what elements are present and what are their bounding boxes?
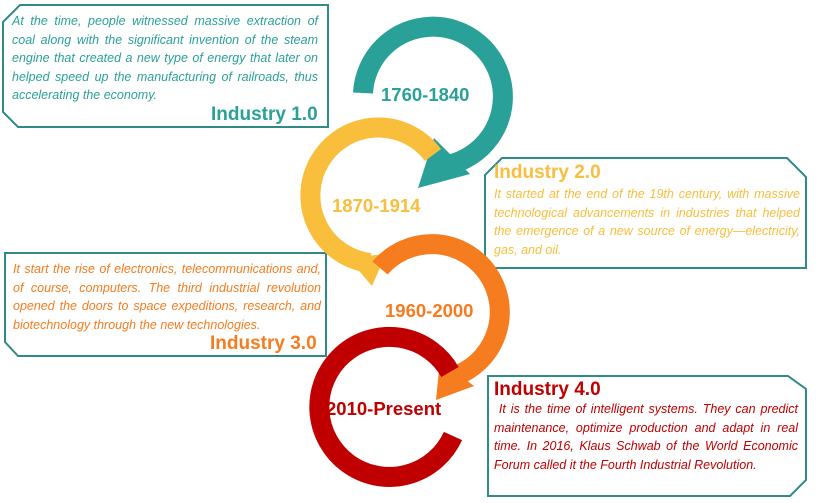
industry-1-title: Industry 1.0 [211, 104, 318, 125]
industry-1-box-outline [2, 4, 329, 128]
yellow-arc [300, 117, 442, 273]
red-arc [309, 326, 463, 487]
teal-arc [353, 16, 513, 175]
industry-3-description: It start the rise of electronics, teleco… [13, 262, 321, 332]
industry-4-years: 2010-Present [326, 398, 442, 419]
industry-2-years: 1870-1914 [332, 195, 421, 216]
industry-3-box-outline [4, 252, 327, 357]
orange-arc [372, 234, 510, 387]
industry-3-title: Industry 3.0 [210, 333, 317, 354]
industry-4-description: It is the time of intelligent systems. T… [494, 402, 798, 472]
industry-1-years: 1760-1840 [381, 84, 470, 105]
industry-2-description: It started at the end of the 19th centur… [494, 187, 800, 257]
industry-4-title: Industry 4.0 [494, 379, 601, 400]
industry-1-description: At the time, people witnessed massive ex… [12, 14, 318, 102]
industry-2-title: Industry 2.0 [494, 162, 601, 183]
industry-3-years: 1960-2000 [385, 300, 474, 321]
industry-4-box-outline [487, 375, 807, 497]
